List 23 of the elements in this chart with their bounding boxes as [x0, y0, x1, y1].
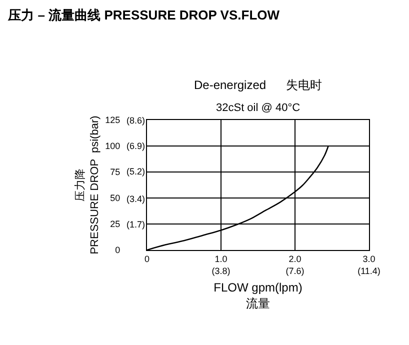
- y2-tick-label: (1.7): [126, 220, 145, 230]
- x-axis-title: FLOW gpm(lpm) 流量: [214, 280, 302, 310]
- x2-tick-label: (7.6): [286, 266, 304, 276]
- y-tick-label: 100: [105, 141, 120, 152]
- y2-tick-label: (8.6): [126, 115, 145, 126]
- y-tick-label: 75: [110, 167, 120, 178]
- x2-tick-label: (3.8): [212, 266, 230, 276]
- y-tick-label: 25: [110, 219, 120, 230]
- chart-title: 压力 – 流量曲线 PRESSURE DROP VS.FLOW: [7, 7, 280, 22]
- y-tick-label: 50: [110, 193, 120, 204]
- text: 32cSt oil @ 40°C: [216, 102, 300, 114]
- x-tick-label: 1.0: [214, 254, 228, 264]
- y2-tick-label: (3.4): [126, 194, 145, 204]
- x2-tick-label: (11.4): [358, 266, 380, 276]
- y-tick-label: 125: [105, 115, 120, 126]
- y-axis-title: 压力降 PRESSURE DROP psi(bar): [74, 116, 101, 254]
- x-tick-label: 2.0: [288, 254, 302, 264]
- x-tick-label: 3.0: [362, 254, 376, 264]
- y2-tick-label: (6.9): [126, 141, 145, 152]
- chart-subtitle: De-energized 失电时: [194, 78, 322, 92]
- y-tick-label: 0: [115, 245, 120, 256]
- x-tick-label: 0: [144, 254, 150, 264]
- y2-tick-label: (5.2): [126, 166, 145, 177]
